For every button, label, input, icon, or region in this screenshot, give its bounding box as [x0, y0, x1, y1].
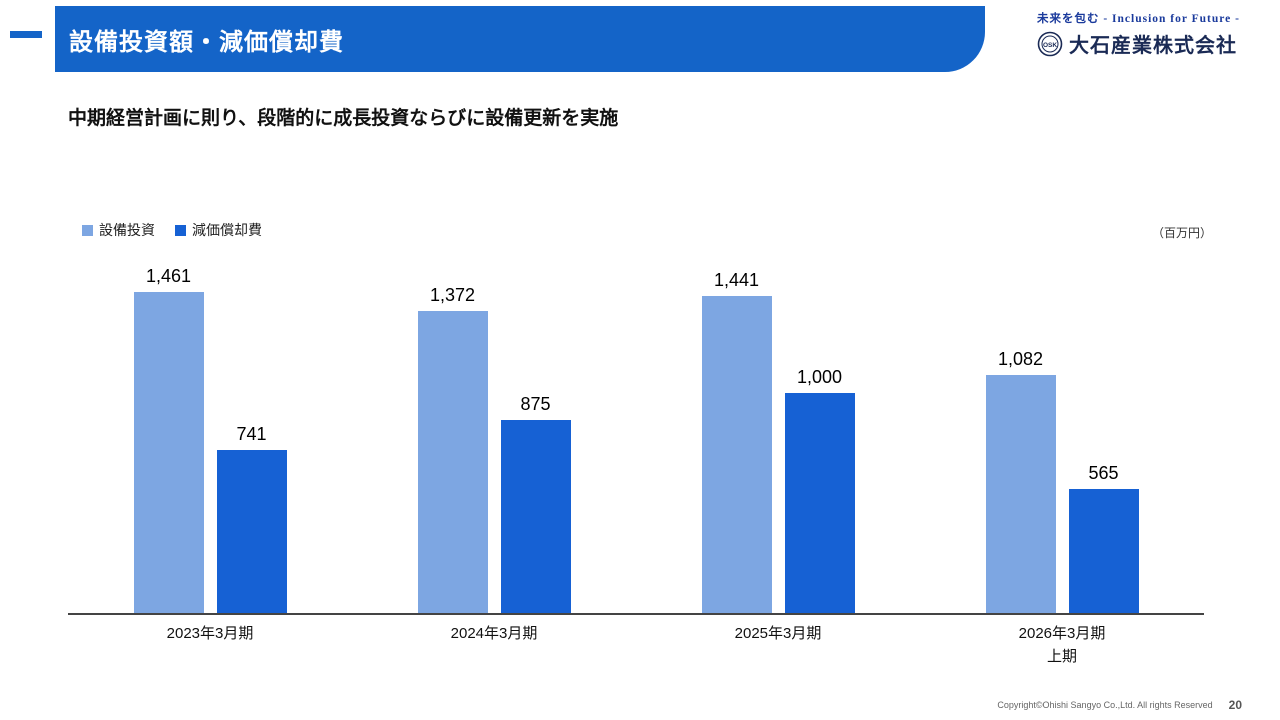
bar	[133, 292, 204, 613]
bar-column: 875	[500, 394, 571, 613]
copyright-text: Copyright©Ohishi Sangyo Co.,Ltd. All rig…	[997, 700, 1213, 710]
page-number: 20	[1228, 698, 1242, 712]
bar-column: 741	[216, 424, 287, 613]
bar-value-label: 1,372	[429, 285, 476, 305]
company-name: 大石産業株式会社	[1068, 35, 1237, 57]
bar	[417, 311, 488, 613]
bar	[216, 450, 287, 613]
bar-group: 1,441 1,000	[636, 263, 920, 613]
bar	[701, 296, 772, 613]
legend-swatch	[82, 224, 93, 236]
legend-item: 設備投資	[82, 220, 155, 240]
bar-column: 1,000	[784, 367, 855, 613]
bar-value-label: 565	[1088, 463, 1119, 483]
bar	[985, 375, 1056, 613]
chart-legend: 設備投資 減価償却費	[82, 220, 262, 240]
bar-column: 1,461	[133, 266, 204, 613]
bar-value-label: 1,000	[796, 367, 843, 387]
bar-value-label: 875	[520, 394, 551, 414]
company-brand: 未来を包む - Inclusion for Future - OSK 大石産業株…	[1037, 10, 1240, 58]
x-axis-labels: 2023年3月期 2024年3月期 2025年3月期 2026年3月期 上期	[68, 623, 1204, 668]
bar-column: 1,372	[417, 285, 488, 613]
bar-value-label: 1,461	[145, 266, 192, 286]
x-axis-label: 2025年3月期	[734, 625, 822, 642]
bar-column: 1,441	[701, 270, 772, 613]
bar-column: 1,082	[985, 349, 1056, 613]
legend-label: 減価償却費	[192, 222, 262, 238]
legend-item: 減価償却費	[175, 220, 262, 240]
page-title: 設備投資額・減価償却費	[69, 28, 344, 56]
brand-tagline: 未来を包む - Inclusion for Future -	[1036, 13, 1240, 25]
svg-text:OSK: OSK	[1043, 42, 1057, 49]
legend-label: 設備投資	[99, 222, 155, 238]
slide-footer: Copyright©Ohishi Sangyo Co.,Ltd. All rig…	[997, 698, 1242, 712]
legend-swatch	[175, 224, 186, 236]
bar-chart-plot: 1,461 741 1,372 875 1,441 1,000 1,082 565	[68, 263, 1204, 615]
company-logo-icon: OSK	[1037, 31, 1063, 57]
bar-group: 1,372 875	[352, 263, 636, 613]
company-row: OSK 大石産業株式会社	[1037, 29, 1240, 58]
bar-column: 565	[1068, 463, 1139, 613]
bar-value-label: 1,441	[713, 270, 760, 290]
x-axis-label: 2026年3月期 上期	[1018, 625, 1106, 665]
unit-label: （百万円）	[1151, 226, 1212, 240]
bar-group: 1,082 565	[920, 263, 1204, 613]
bar-value-label: 1,082	[997, 349, 1044, 369]
x-axis-label: 2024年3月期	[450, 625, 538, 642]
header-accent-dash	[10, 31, 42, 38]
bar	[1068, 489, 1139, 613]
header-banner: 設備投資額・減価償却費	[55, 6, 985, 72]
bar-value-label: 741	[236, 424, 267, 444]
slide-subtitle: 中期経営計画に則り、段階的に成長投資ならびに設備更新を実施	[68, 108, 619, 129]
bar-group: 1,461 741	[68, 263, 352, 613]
bar	[784, 393, 855, 613]
x-axis-label: 2023年3月期	[166, 625, 254, 642]
bar	[500, 420, 571, 613]
